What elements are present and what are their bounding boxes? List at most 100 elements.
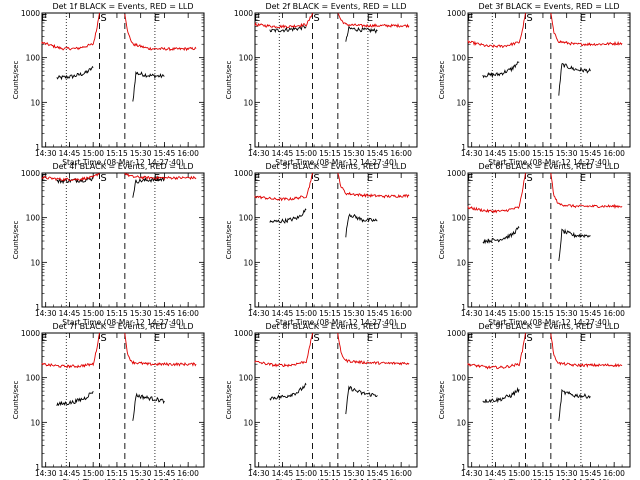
- events-series-line: [269, 24, 307, 34]
- y-tick-label: 1: [248, 143, 253, 152]
- chart-title: Det 3f BLACK = Events, RED = LLD: [478, 2, 619, 11]
- x-tick-label: 15:45: [367, 469, 389, 478]
- events-series-line: [56, 176, 94, 185]
- x-tick-label: 15:30: [343, 469, 365, 478]
- x-axis-label: Start Time (08-Mar-12 14:27:40): [62, 158, 184, 167]
- x-axis-label: Start Time (08-Mar-12 14:27:40): [488, 158, 610, 167]
- lld-series-line: [124, 172, 197, 181]
- segment-label-E: E: [254, 173, 260, 184]
- segment-label-E: E: [154, 333, 160, 344]
- x-tick-label: 15:15: [319, 149, 341, 158]
- y-tick-label: 1: [35, 463, 40, 472]
- y-tick-label: 1000: [234, 9, 253, 18]
- segment-label-E: E: [467, 173, 473, 184]
- x-tick-label: 14:30: [248, 149, 270, 158]
- lld-series-line: [337, 332, 410, 366]
- x-tick-label: 14:30: [248, 309, 270, 318]
- x-tick-label: 15:30: [556, 309, 578, 318]
- segment-label-E: E: [254, 13, 260, 24]
- segment-label-E: E: [580, 13, 586, 24]
- lld-series-line: [550, 172, 623, 209]
- x-axis-label: Start Time (08-Mar-12 14:27:40): [275, 318, 397, 327]
- x-tick-label: 16:00: [603, 149, 625, 158]
- x-tick-label: 16:00: [390, 309, 412, 318]
- y-axis-label: Counts/sec: [225, 221, 233, 260]
- segment-label-E: E: [154, 13, 160, 24]
- x-axis-label: Start Time (08-Mar-12 14:27:40): [275, 158, 397, 167]
- events-series-line: [482, 225, 520, 245]
- x-tick-label: 15:15: [319, 469, 341, 478]
- y-tick-label: 100: [452, 374, 467, 383]
- segment-label-S: S: [100, 333, 106, 344]
- y-tick-label: 1000: [21, 329, 40, 338]
- events-series-line: [345, 25, 378, 42]
- x-tick-label: 15:45: [580, 469, 602, 478]
- events-series-line: [558, 62, 591, 96]
- x-tick-label: 14:30: [461, 469, 483, 478]
- x-tick-label: 15:30: [343, 149, 365, 158]
- segment-label-S: S: [526, 173, 532, 184]
- events-series-line: [482, 61, 520, 79]
- x-tick-label: 14:30: [35, 309, 57, 318]
- segment-label-S: S: [526, 333, 532, 344]
- y-tick-label: 1: [35, 143, 40, 152]
- lld-series-line: [467, 172, 526, 214]
- x-tick-label: 14:30: [461, 309, 483, 318]
- y-axis-label: Counts/sec: [438, 381, 446, 420]
- lld-series-line: [337, 172, 410, 199]
- events-series-line: [482, 386, 520, 404]
- segment-label-E: E: [580, 333, 586, 344]
- x-tick-label: 15:00: [295, 149, 317, 158]
- chart-panel-2: Det 2f BLACK = Events, RED = LLD 1 10 100 10…: [225, 2, 418, 167]
- x-tick-label: 15:45: [367, 149, 389, 158]
- y-tick-label: 100: [239, 214, 254, 223]
- x-tick-label: 14:45: [272, 469, 294, 478]
- x-tick-label: 15:45: [154, 469, 176, 478]
- events-series-line: [56, 65, 94, 81]
- y-tick-label: 100: [26, 214, 41, 223]
- x-tick-label: 15:30: [556, 469, 578, 478]
- y-tick-label: 10: [243, 98, 253, 107]
- lld-series-line: [124, 332, 197, 367]
- x-tick-label: 15:45: [367, 309, 389, 318]
- x-tick-label: 14:30: [35, 469, 57, 478]
- x-tick-label: 15:30: [343, 309, 365, 318]
- y-tick-label: 1: [461, 143, 466, 152]
- x-tick-label: 14:30: [461, 149, 483, 158]
- segment-label-S: S: [100, 173, 106, 184]
- chart-title: Det 2f BLACK = Events, RED = LLD: [265, 2, 406, 11]
- plot-frame: [41, 12, 205, 148]
- x-tick-label: 16:00: [390, 469, 412, 478]
- events-series-line: [132, 176, 165, 198]
- lld-series-line: [254, 172, 313, 202]
- chart-panel-9: Det 9f BLACK = Events, RED = LLD 1 10 100 10…: [438, 322, 631, 480]
- x-tick-label: 14:45: [272, 309, 294, 318]
- x-tick-label: 14:30: [35, 149, 57, 158]
- x-tick-label: 15:00: [295, 309, 317, 318]
- chart-title: Det 7f BLACK = Events, RED = LLD: [52, 322, 193, 331]
- lld-series-line: [467, 332, 526, 370]
- events-series-line: [56, 390, 94, 407]
- x-tick-label: 15:15: [532, 149, 554, 158]
- y-tick-label: 1000: [234, 169, 253, 178]
- segment-label-E: E: [467, 333, 473, 344]
- y-tick-label: 100: [239, 374, 254, 383]
- plot-frame: [41, 172, 205, 308]
- chart-panel-6: Det 6f BLACK = Events, RED = LLD 1 10 100 10…: [438, 162, 631, 327]
- x-tick-label: 15:15: [319, 309, 341, 318]
- segment-label-S: S: [100, 13, 106, 24]
- x-tick-label: 15:15: [106, 469, 128, 478]
- lld-series-line: [550, 333, 623, 368]
- segment-label-E: E: [367, 173, 373, 184]
- x-tick-label: 16:00: [603, 309, 625, 318]
- plot-frame: [467, 12, 631, 148]
- x-tick-label: 14:45: [485, 469, 507, 478]
- segment-label-E: E: [41, 173, 47, 184]
- chart-panel-4: Det 4f BLACK = Events, RED = LLD 1 10 100 10…: [12, 162, 205, 327]
- plot-frame: [254, 172, 418, 308]
- x-axis-label: Start Time (08-Mar-12 14:27:40): [275, 478, 397, 480]
- lld-series-line: [41, 12, 100, 51]
- segment-label-E: E: [467, 13, 473, 24]
- events-series-line: [132, 70, 165, 102]
- segment-label-E: E: [41, 13, 47, 24]
